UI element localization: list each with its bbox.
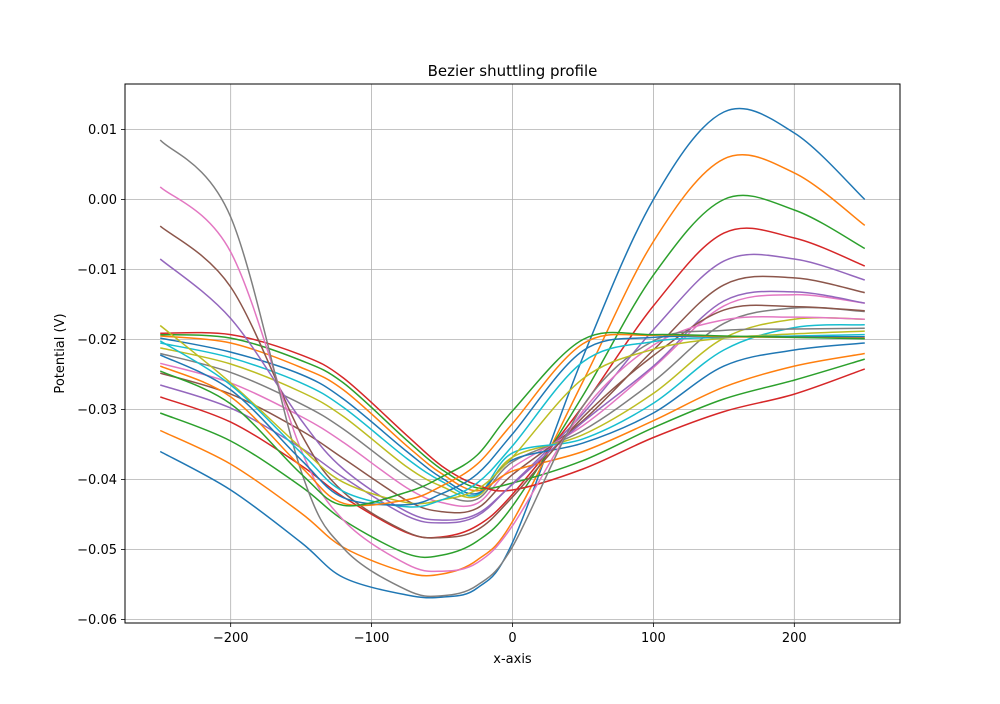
series-line-3 <box>159 194 866 559</box>
grid <box>125 84 900 623</box>
series-line-2 <box>159 154 866 577</box>
x-tick-label: 200 <box>782 631 807 646</box>
series-line-13 <box>160 333 865 490</box>
x-tick-label: 0 <box>508 631 516 646</box>
series-line-16 <box>159 225 865 539</box>
series-line-18 <box>159 139 865 598</box>
series-line-11 <box>160 337 865 495</box>
series-line-7 <box>160 293 865 508</box>
y-tick-label: −0.02 <box>77 333 117 348</box>
x-axis-title: x-axis <box>493 652 532 667</box>
y-axis-title: Potential (V) <box>53 313 68 393</box>
series-line-14 <box>160 331 866 492</box>
series-group <box>159 107 866 599</box>
y-tick-label: −0.04 <box>77 473 117 488</box>
y-tick-label: −0.06 <box>77 613 117 628</box>
y-tick-label: −0.05 <box>77 543 117 558</box>
series-line-8 <box>160 306 865 502</box>
series-line-6 <box>160 275 865 514</box>
ticks: −200 −100 0 100 200 −0.06 −0.05 −0.04 −0.03 −0.02… <box>77 123 807 646</box>
x-tick-label: −100 <box>354 631 390 646</box>
chart-title: Bezier shuttling profile <box>428 62 598 80</box>
y-tick-label: −0.03 <box>77 403 117 418</box>
y-tick-label: 0.00 <box>88 193 117 208</box>
y-tick-label: −0.01 <box>77 263 117 278</box>
series-line-4 <box>159 227 866 539</box>
x-tick-label: −200 <box>213 631 249 646</box>
series-line-12 <box>160 335 865 492</box>
series-line-10 <box>160 324 865 497</box>
y-tick-label: 0.01 <box>88 123 117 138</box>
series-line-1 <box>159 107 866 599</box>
series-line-15 <box>159 258 865 521</box>
x-tick-label: 100 <box>641 631 666 646</box>
series-line-23 <box>159 331 865 507</box>
